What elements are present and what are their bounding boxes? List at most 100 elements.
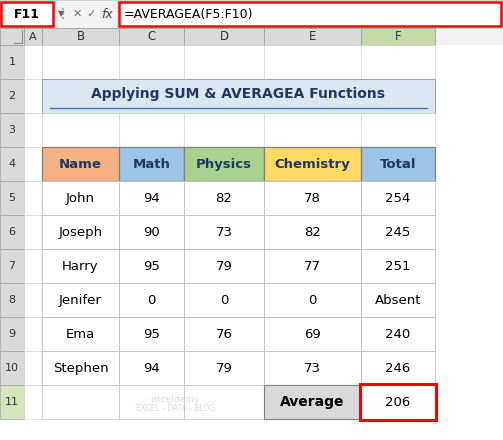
Bar [0,28,24,45]
Bar [184,181,264,215]
Text: 10: 10 [5,363,19,373]
Bar [361,181,435,215]
Text: Jenifer: Jenifer [59,293,102,307]
Text: 79: 79 [216,260,232,272]
Bar [24,79,42,113]
Bar [119,215,184,249]
Bar [361,351,435,385]
Text: A: A [29,32,37,41]
Text: Chemistry: Chemistry [275,158,351,171]
Bar [42,181,119,215]
Text: exceldemy: exceldemy [150,395,200,404]
Bar [24,45,42,79]
Text: 94: 94 [143,362,160,374]
Bar [55,0,117,28]
Text: 76: 76 [216,327,232,341]
Bar [361,28,435,45]
Text: E: E [309,30,316,43]
Bar [119,181,184,215]
Bar [24,385,42,419]
Bar [119,351,184,385]
Text: EXCEL - DATA - BLOG: EXCEL - DATA - BLOG [136,404,215,413]
Bar [264,113,361,147]
Bar [361,147,435,181]
Text: Math: Math [133,158,171,171]
Bar [184,351,264,385]
Text: 206: 206 [385,396,410,408]
Text: ✕: ✕ [72,9,81,19]
Text: 0: 0 [220,293,228,307]
Bar [0,351,24,385]
Bar [264,283,361,317]
Text: 2: 2 [9,91,16,101]
Text: 82: 82 [304,225,321,238]
Bar [1,2,53,26]
Bar [42,45,119,79]
Text: D: D [219,30,228,43]
Text: Stephen: Stephen [53,362,108,374]
Bar [24,181,42,215]
Bar [184,147,264,181]
Text: 251: 251 [385,260,411,272]
Bar [0,317,24,351]
Bar [264,215,361,249]
Bar [264,45,361,79]
Bar [0,181,24,215]
Text: 5: 5 [9,193,16,203]
Text: ⋮: ⋮ [56,7,70,21]
Text: 82: 82 [216,191,232,205]
Text: 79: 79 [216,362,232,374]
Bar [42,147,119,181]
Bar [184,385,264,419]
Bar [24,215,42,249]
Text: 69: 69 [304,327,321,341]
Bar [264,385,361,419]
Text: Harry: Harry [62,260,99,272]
Bar [42,79,435,113]
Bar [361,249,435,283]
Text: 7: 7 [9,261,16,271]
Bar [361,45,435,79]
Bar [184,113,264,147]
Bar [42,317,119,351]
Bar [42,249,119,283]
Bar [361,283,435,317]
Bar [24,147,42,181]
Bar [264,147,361,181]
Text: 73: 73 [304,362,321,374]
Text: 254: 254 [385,191,410,205]
Text: Name: Name [59,158,102,171]
Text: 3: 3 [9,125,16,135]
Bar [24,283,42,317]
Bar [119,113,184,147]
Bar [264,351,361,385]
Bar [24,351,42,385]
Bar [24,113,42,147]
Bar [119,2,501,26]
Bar [119,317,184,351]
Text: Total: Total [380,158,416,171]
Bar [42,283,119,317]
Text: John: John [66,191,95,205]
Text: F: F [395,30,401,43]
Bar [42,215,119,249]
Text: Joseph: Joseph [58,225,103,238]
Text: Absent: Absent [375,293,421,307]
Bar [0,45,24,79]
Text: 240: 240 [385,327,410,341]
Bar [0,283,24,317]
Bar [119,45,184,79]
Bar [42,351,119,385]
Text: 0: 0 [308,293,317,307]
Bar [24,28,42,45]
Bar [0,249,24,283]
Bar [184,283,264,317]
Text: 4: 4 [9,159,16,169]
Bar [184,28,264,45]
Bar [360,384,436,420]
Text: B: B [76,30,85,43]
Bar [264,28,361,45]
Bar [119,283,184,317]
Text: 9: 9 [9,329,16,339]
Text: 95: 95 [143,260,160,272]
